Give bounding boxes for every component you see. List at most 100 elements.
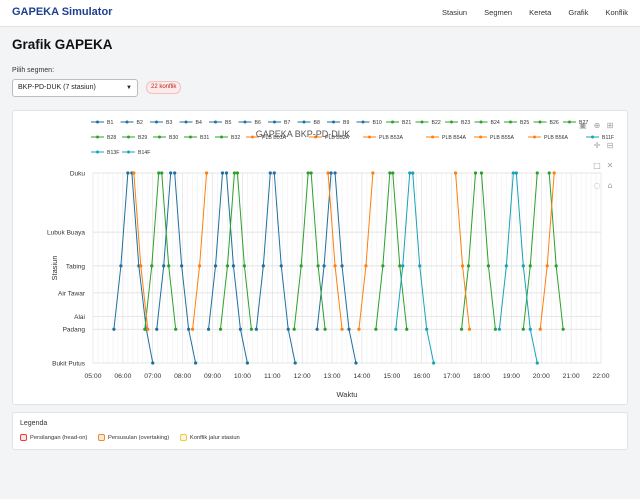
x-tick-label: 16:00 [413, 373, 430, 380]
series-point [119, 264, 123, 268]
x-tick-label: 08:00 [174, 373, 191, 380]
series-point [249, 327, 253, 331]
series-point [150, 264, 154, 268]
close-icon[interactable]: ✕ [607, 161, 614, 170]
series-point [528, 264, 532, 268]
top-navbar: GAPEKA Simulator Stasiun Segmen Kereta G… [0, 0, 640, 27]
brand-logo[interactable]: GAPEKA Simulator [12, 6, 113, 18]
legend-swatch-point [479, 120, 483, 124]
series-point [398, 264, 402, 268]
series-point [333, 171, 337, 175]
series-line [539, 172, 555, 330]
chart-card: Duku Lubuk Buaya Tabing Air Tawar Alai Padang… [12, 110, 628, 405]
series-point [306, 171, 310, 175]
series-point [425, 327, 429, 331]
series-point [432, 361, 436, 365]
series-point [155, 327, 159, 331]
series-point [143, 327, 147, 331]
series-line [208, 172, 223, 330]
series-point [126, 171, 130, 175]
series-line [293, 172, 309, 330]
minus-box-icon[interactable]: ⊟ [607, 141, 614, 150]
zoom-icon[interactable]: ⊕ [594, 121, 601, 130]
series-point [316, 264, 320, 268]
home-icon[interactable]: ⌂ [607, 181, 612, 190]
series-point [333, 264, 337, 268]
nav-link-grafik[interactable]: Grafik [568, 8, 589, 17]
x-tick-label: 19:00 [503, 373, 520, 380]
series-point [535, 171, 539, 175]
segment-select[interactable]: BKP-PD-DUK (7 stasiun) ▼ [12, 79, 138, 97]
plus-box-icon[interactable]: ⊞ [607, 121, 614, 130]
series-line [461, 172, 476, 330]
series-point [160, 171, 164, 175]
y-tick-label: Padang [63, 327, 86, 334]
series-point [162, 264, 166, 268]
series-point [191, 327, 195, 331]
series-point [169, 171, 173, 175]
series-point [224, 171, 229, 175]
legend-swatch-point [189, 135, 192, 139]
series-line [133, 172, 149, 330]
series-line [327, 172, 343, 330]
nav-link-konflik[interactable]: Konflik [605, 8, 628, 17]
series-point [511, 171, 515, 175]
legend-title: Legenda [20, 420, 48, 427]
legend-swatch-point [158, 135, 161, 139]
select-box-icon[interactable]: □ [593, 161, 601, 170]
legend-swatch-point [125, 120, 129, 124]
series-line [358, 172, 374, 330]
series-point [112, 327, 116, 331]
series-point [340, 264, 344, 268]
series-line [412, 172, 435, 364]
legend-item-track-conflict: Konflik jalur stasiun [179, 434, 240, 441]
legend-entry-label: B22 [432, 120, 441, 126]
gapeka-chart: Duku Lubuk Buaya Tabing Air Tawar Alai Padang… [47, 120, 614, 399]
series-point [218, 327, 223, 331]
series-line [255, 172, 271, 330]
series-point [213, 264, 218, 268]
x-tick-label: 13:00 [324, 373, 341, 380]
nav-link-kereta[interactable]: Kereta [529, 8, 552, 17]
legend-swatch-point [273, 120, 276, 124]
series-point [157, 171, 161, 175]
series-point [394, 327, 398, 331]
legend-entry-label: PLB B52A [325, 135, 349, 141]
legend-entry-label: B7 [284, 120, 290, 126]
series-line [392, 172, 408, 330]
series-point [242, 264, 247, 268]
series-line [395, 172, 411, 330]
lasso-icon[interactable]: ◌ [594, 181, 601, 190]
series-line [144, 172, 160, 330]
legend-entry-label: B10 [373, 120, 382, 126]
series-point [204, 171, 209, 175]
yellow-swatch-icon [179, 434, 187, 441]
camera-icon[interactable]: ▣ [579, 121, 587, 130]
legend-row: Persilangan (head-on) Persusulan (overta… [20, 434, 249, 443]
series-point [535, 361, 539, 365]
series-point [323, 327, 327, 331]
nav-link-segmen[interactable]: Segmen [484, 8, 513, 17]
y-tick-label: Air Tawar [58, 290, 86, 297]
segment-select-value: BKP-PD-DUK (7 stasiun) [18, 84, 96, 91]
series-point [504, 264, 508, 268]
y-tick-label: Alai [74, 314, 85, 321]
series-point [411, 171, 415, 175]
series-line [375, 172, 391, 330]
legend-entry-label: PLB B53A [379, 135, 403, 141]
series-point [173, 171, 177, 175]
series-point [554, 264, 558, 268]
x-tick-label: 17:00 [443, 373, 460, 380]
nav-link-stasiun[interactable]: Stasiun [442, 8, 468, 17]
y-tick-label: Duku [70, 171, 86, 178]
legend-entry-label: PLB B54A [442, 135, 466, 141]
x-tick-label: 15:00 [383, 373, 400, 380]
legend-entry-label: B14F [138, 150, 150, 156]
series-point [206, 327, 211, 331]
series-line [113, 172, 129, 330]
legend-swatch-point [538, 120, 542, 124]
series-line [225, 172, 248, 364]
x-tick-label: 07:00 [144, 373, 161, 380]
series-point [174, 327, 178, 331]
pan-icon[interactable]: ✛ [594, 141, 601, 150]
